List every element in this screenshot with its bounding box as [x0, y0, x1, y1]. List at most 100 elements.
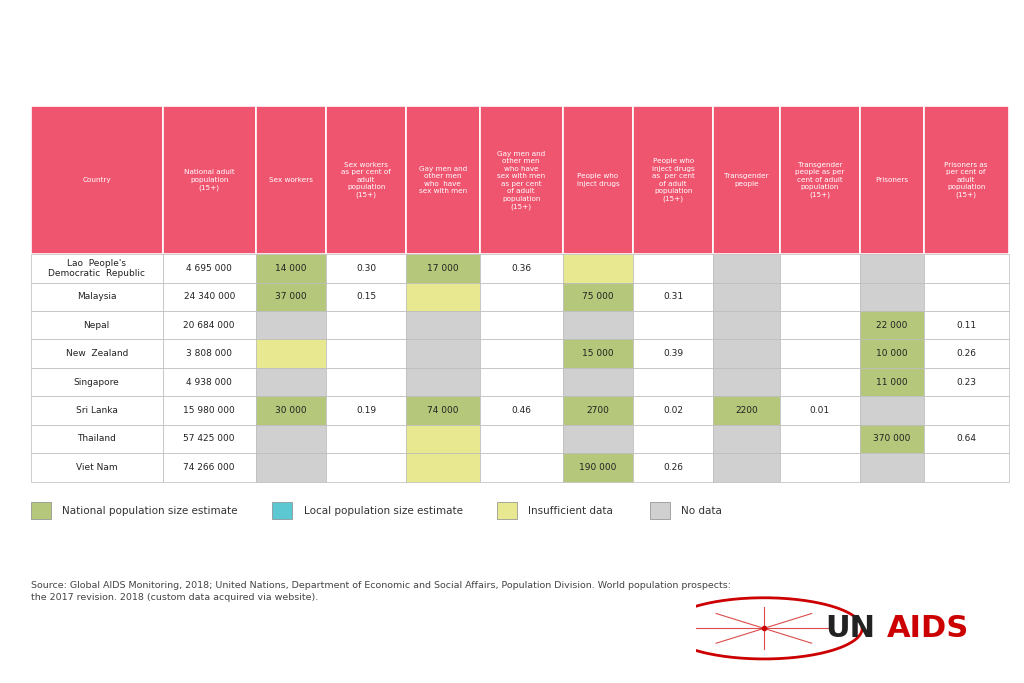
Text: 30 000: 30 000	[275, 406, 306, 415]
Bar	[860, 396, 924, 425]
Bar	[326, 311, 407, 339]
Bar	[163, 283, 256, 311]
Text: 2700: 2700	[587, 406, 609, 415]
Text: 57 425 000: 57 425 000	[183, 434, 234, 443]
Bar	[479, 283, 563, 311]
Bar	[407, 453, 479, 482]
Bar	[563, 368, 633, 396]
Text: Country: Country	[82, 177, 111, 183]
Text: UN: UN	[825, 614, 876, 643]
Bar	[256, 106, 326, 254]
Text: 0.01: 0.01	[810, 406, 830, 415]
Text: 4 938 000: 4 938 000	[186, 378, 232, 387]
Bar	[563, 339, 633, 368]
Bar	[326, 283, 407, 311]
Bar	[633, 311, 714, 339]
Text: Transgender
people as per
cent of adult
population
(15+): Transgender people as per cent of adult …	[796, 162, 845, 198]
Bar	[163, 311, 256, 339]
Bar	[924, 311, 1009, 339]
Text: 10 000: 10 000	[876, 349, 907, 358]
Bar	[479, 425, 563, 453]
Bar	[272, 502, 293, 519]
Text: Local population size estimate: Local population size estimate	[303, 505, 463, 516]
Bar	[256, 453, 326, 482]
Bar	[407, 339, 479, 368]
Text: 0.64: 0.64	[956, 434, 976, 443]
Bar	[924, 283, 1009, 311]
Bar	[650, 502, 671, 519]
Bar	[780, 396, 860, 425]
Text: Transgender
people: Transgender people	[724, 173, 769, 187]
Bar	[163, 339, 256, 368]
Bar	[326, 106, 407, 254]
Bar	[31, 106, 163, 254]
Bar	[407, 425, 479, 453]
Text: No data: No data	[681, 505, 722, 516]
Bar	[407, 254, 479, 283]
Text: National adult
population
(15+): National adult population (15+)	[184, 169, 234, 191]
Bar	[860, 106, 924, 254]
Bar	[479, 339, 563, 368]
Bar	[780, 368, 860, 396]
Bar	[163, 453, 256, 482]
Text: 11 000: 11 000	[876, 378, 907, 387]
Bar	[714, 425, 780, 453]
Bar	[780, 254, 860, 283]
Text: 3 808 000: 3 808 000	[186, 349, 232, 358]
Text: 0.46: 0.46	[511, 406, 531, 415]
Bar	[163, 106, 256, 254]
Bar	[780, 339, 860, 368]
Bar	[924, 254, 1009, 283]
Text: 14 000: 14 000	[275, 264, 306, 273]
Text: 17 000: 17 000	[427, 264, 459, 273]
Bar	[479, 453, 563, 482]
Bar	[163, 425, 256, 453]
Text: 37 000: 37 000	[275, 292, 306, 301]
Bar	[563, 106, 633, 254]
Bar	[780, 311, 860, 339]
Bar	[860, 254, 924, 283]
Text: 22 000: 22 000	[877, 321, 907, 330]
Text: 24 340 000: 24 340 000	[183, 292, 234, 301]
Bar	[256, 368, 326, 396]
Bar	[256, 396, 326, 425]
Text: Prisoners: Prisoners	[876, 177, 908, 183]
Text: 190 000: 190 000	[580, 463, 616, 472]
Text: 74 266 000: 74 266 000	[183, 463, 234, 472]
Bar	[714, 453, 780, 482]
Text: Sex workers: Sex workers	[269, 177, 313, 183]
Bar	[714, 254, 780, 283]
Bar	[163, 254, 256, 283]
Text: 0.11: 0.11	[956, 321, 976, 330]
Bar	[256, 339, 326, 368]
Bar	[407, 283, 479, 311]
Text: Sex workers
as per cent of
adult
population
(15+): Sex workers as per cent of adult populat…	[341, 162, 391, 198]
Text: Sri Lanka: Sri Lanka	[76, 406, 118, 415]
Bar	[563, 311, 633, 339]
Bar	[924, 425, 1009, 453]
Bar	[31, 396, 163, 425]
Bar	[714, 368, 780, 396]
Bar	[563, 396, 633, 425]
Bar	[256, 283, 326, 311]
Bar	[780, 283, 860, 311]
Bar	[563, 425, 633, 453]
Text: 370 000: 370 000	[873, 434, 910, 443]
Bar	[31, 425, 163, 453]
Text: 15 980 000: 15 980 000	[183, 406, 236, 415]
Bar	[714, 396, 780, 425]
Bar	[326, 453, 407, 482]
Bar	[860, 311, 924, 339]
Text: Source: Global AIDS Monitoring, 2018; United Nations, Department of Economic and: Source: Global AIDS Monitoring, 2018; Un…	[31, 581, 731, 602]
Bar	[326, 339, 407, 368]
Bar	[407, 368, 479, 396]
Bar	[714, 106, 780, 254]
Bar	[633, 254, 714, 283]
Bar	[633, 283, 714, 311]
Text: 75 000: 75 000	[582, 292, 613, 301]
Text: 0.26: 0.26	[956, 349, 976, 358]
Bar	[326, 396, 407, 425]
Text: 20 684 000: 20 684 000	[183, 321, 234, 330]
Bar	[780, 453, 860, 482]
Text: Viet Nam: Viet Nam	[76, 463, 118, 472]
